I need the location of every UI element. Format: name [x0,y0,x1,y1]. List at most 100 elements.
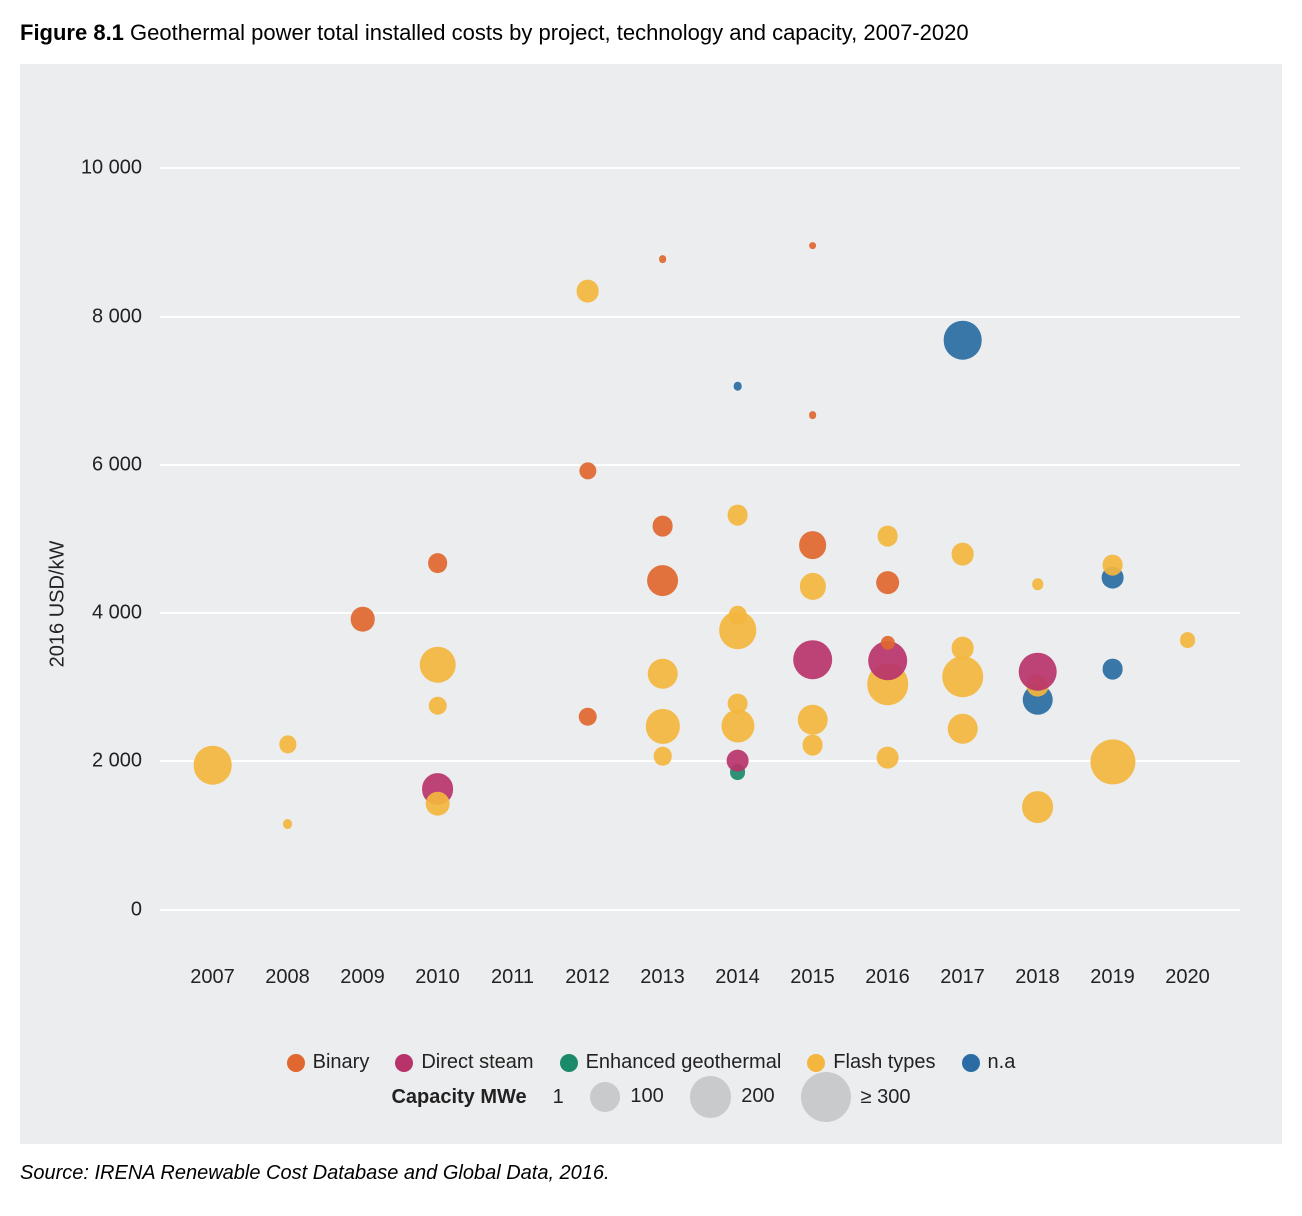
gridline [160,909,1240,911]
data-point [728,606,747,625]
data-point [659,255,667,263]
chart-container: 2016 USD/kW 0 2 000 4 000 6 000 8 000 10 000 2… [20,64,1282,1144]
size-legend-circle [690,1076,732,1118]
data-point [876,746,899,769]
legend-item-na: n.a [962,1051,1016,1074]
size-legend-label: 1 [553,1086,564,1109]
data-point [428,554,448,574]
y-tick-label: 6 000 [92,453,142,476]
size-legend-item: 100 [590,1082,664,1113]
size-legend-circle [801,1072,851,1122]
data-point [1018,652,1057,691]
data-point [1102,659,1123,680]
data-point [578,708,597,727]
x-tick-label: 2019 [1090,966,1135,989]
data-point [733,382,742,391]
y-tick-label: 10 000 [81,157,142,180]
x-tick-label: 2014 [715,966,760,989]
legend-item-direct: Direct steam [395,1051,533,1074]
gridline [160,464,1240,466]
x-tick-label: 2009 [340,966,385,989]
data-point [809,242,817,250]
data-point [576,279,599,302]
gridline [160,167,1240,169]
legend-label: Binary [313,1051,370,1074]
legend-label: Flash types [833,1051,935,1074]
figure-caption: Geothermal power total installed costs b… [130,20,969,45]
data-point [809,411,817,419]
data-point [193,746,232,785]
legend-swatch [962,1054,980,1072]
size-legend-label: 200 [741,1085,774,1108]
x-tick-label: 2018 [1015,966,1060,989]
data-point [942,656,984,698]
data-point [1102,555,1123,576]
data-point [652,516,673,537]
data-point [943,321,982,360]
x-tick-label: 2007 [190,966,235,989]
x-tick-label: 2017 [940,966,985,989]
legend-swatch [807,1054,825,1072]
data-point [877,526,898,547]
data-point [1032,578,1044,590]
data-point [419,647,456,684]
data-point [947,713,978,744]
size-legend-item: 1 [553,1086,564,1109]
legend-label: Direct steam [421,1051,533,1074]
x-tick-label: 2013 [640,966,685,989]
data-point [727,693,748,714]
data-point [802,735,823,756]
x-tick-label: 2011 [491,966,534,989]
data-point [279,736,296,753]
data-point [799,531,827,559]
x-tick-label: 2015 [790,966,835,989]
x-tick-label: 2008 [265,966,310,989]
gridline [160,316,1240,318]
data-point [1022,791,1054,823]
legend-swatch [560,1054,578,1072]
x-tick-label: 2020 [1165,966,1210,989]
legend-item-flash: Flash types [807,1051,935,1074]
x-tick-label: 2012 [565,966,610,989]
y-tick-label: 8 000 [92,305,142,328]
gridline [160,612,1240,614]
y-tick-label: 4 000 [92,602,142,625]
data-point [799,573,825,599]
y-tick-label: 0 [131,898,142,921]
size-legend-title: Capacity MWe [391,1086,526,1109]
data-point [645,709,679,743]
size-legend-item: 200 [690,1076,775,1118]
size-legend-item: ≥ 300 [801,1072,911,1122]
source-note: Source: IRENA Renewable Cost Database an… [20,1162,1282,1185]
y-axis-title: 2016 USD/kW [47,541,70,668]
data-point [726,749,749,772]
x-tick-label: 2016 [865,966,910,989]
data-point [727,505,748,526]
legend-label: Enhanced geothermal [586,1051,782,1074]
legend-label: n.a [988,1051,1016,1074]
data-point [579,462,596,479]
data-point [793,640,833,680]
data-point [876,571,900,595]
gridline [160,760,1240,762]
size-legend-label: 100 [630,1085,663,1108]
figure-number: Figure 8.1 [20,20,124,45]
data-point [647,565,679,597]
data-point [951,637,974,660]
size-legend: Capacity MWe 1 100 200 ≥ 300 [20,1072,1282,1122]
data-point [283,819,293,829]
y-tick-label: 2 000 [92,750,142,773]
data-point [428,696,447,715]
data-point [425,791,450,816]
legend-item-enhanced: Enhanced geothermal [560,1051,782,1074]
legend-swatch [287,1054,305,1072]
size-legend-label: ≥ 300 [861,1086,911,1109]
data-point [350,607,375,632]
legend-item-binary: Binary [287,1051,370,1074]
data-point [647,659,678,690]
data-point [653,747,672,766]
data-point [951,542,974,565]
series-legend: Binary Direct steam Enhanced geothermal Fla… [20,1051,1282,1074]
legend-swatch [395,1054,413,1072]
data-point [721,709,754,742]
